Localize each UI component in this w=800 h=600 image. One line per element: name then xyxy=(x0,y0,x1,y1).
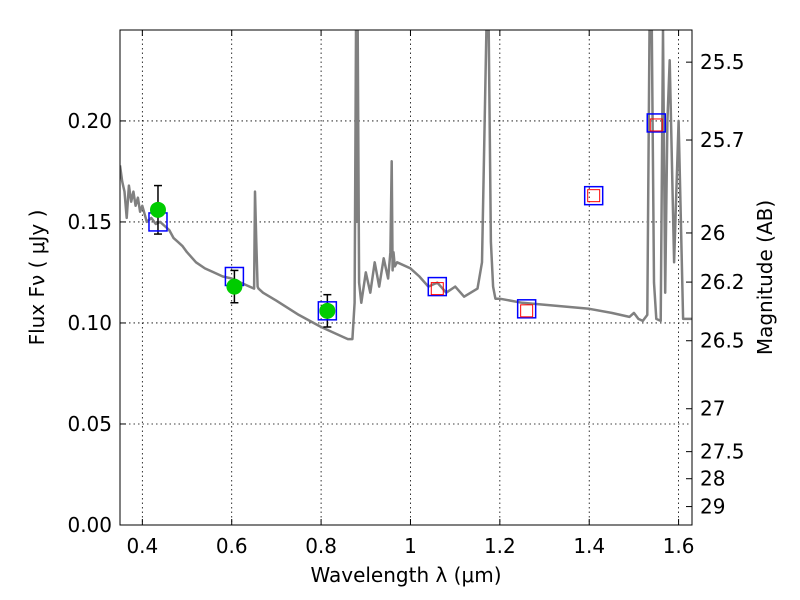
mag-tick-label: 25.7 xyxy=(700,128,745,152)
mag-tick-label: 26.5 xyxy=(700,329,745,353)
tick-marks xyxy=(120,30,692,526)
sed-model-line xyxy=(120,30,692,341)
x-tick-label: 0.8 xyxy=(305,534,337,558)
sed-model-curve xyxy=(120,30,692,341)
x-tick-label: 1.6 xyxy=(663,534,695,558)
mag-tick-label: 29 xyxy=(700,495,725,519)
nir-point xyxy=(520,304,534,318)
model-point xyxy=(516,299,537,319)
model-point xyxy=(317,301,338,321)
x-tick-label: 1.2 xyxy=(484,534,516,558)
x-axis-label: Wavelength λ (μm) xyxy=(310,563,501,587)
grid-lines xyxy=(120,30,692,526)
y2-axis-label: Magnitude (AB) xyxy=(753,200,777,355)
nir-point xyxy=(649,118,663,132)
y-tick-label: 0.00 xyxy=(67,513,112,537)
mag-tick-label: 27.5 xyxy=(700,440,745,464)
model-point xyxy=(427,276,448,297)
y-axis-label: Flux Fν ( μJy ) xyxy=(25,210,49,346)
mag-tick-label: 27 xyxy=(700,397,725,421)
y-tick-label: 0.20 xyxy=(67,109,112,133)
x-tick-label: 0.6 xyxy=(216,534,248,558)
y-tick-label: 0.10 xyxy=(67,311,112,335)
observed-point xyxy=(149,201,166,218)
observed-point xyxy=(226,278,243,295)
observed-point xyxy=(319,302,336,319)
y-tick-label: 0.05 xyxy=(67,412,112,436)
mag-tick-label: 26 xyxy=(700,221,725,245)
nir-point xyxy=(430,282,444,296)
model-point xyxy=(646,113,666,133)
mag-tick-label: 26.2 xyxy=(700,270,745,294)
mag-tick-label: 28 xyxy=(700,467,725,491)
x-tick-label: 0.4 xyxy=(126,534,158,558)
y-tick-label: 0.15 xyxy=(67,210,112,234)
x-tick-label: 1 xyxy=(404,534,417,558)
plot-frame xyxy=(119,29,693,526)
data-markers xyxy=(148,113,666,328)
tick-labels: 0.4 0.6 0.8 1 1.2 1.4 1.6 0.00 0.05 0.10 0.15 0.20 2… xyxy=(67,50,744,558)
mag-tick-label: 25.5 xyxy=(700,50,745,74)
model-point xyxy=(583,185,604,206)
x-tick-label: 1.4 xyxy=(573,534,605,558)
nir-point xyxy=(587,189,601,203)
